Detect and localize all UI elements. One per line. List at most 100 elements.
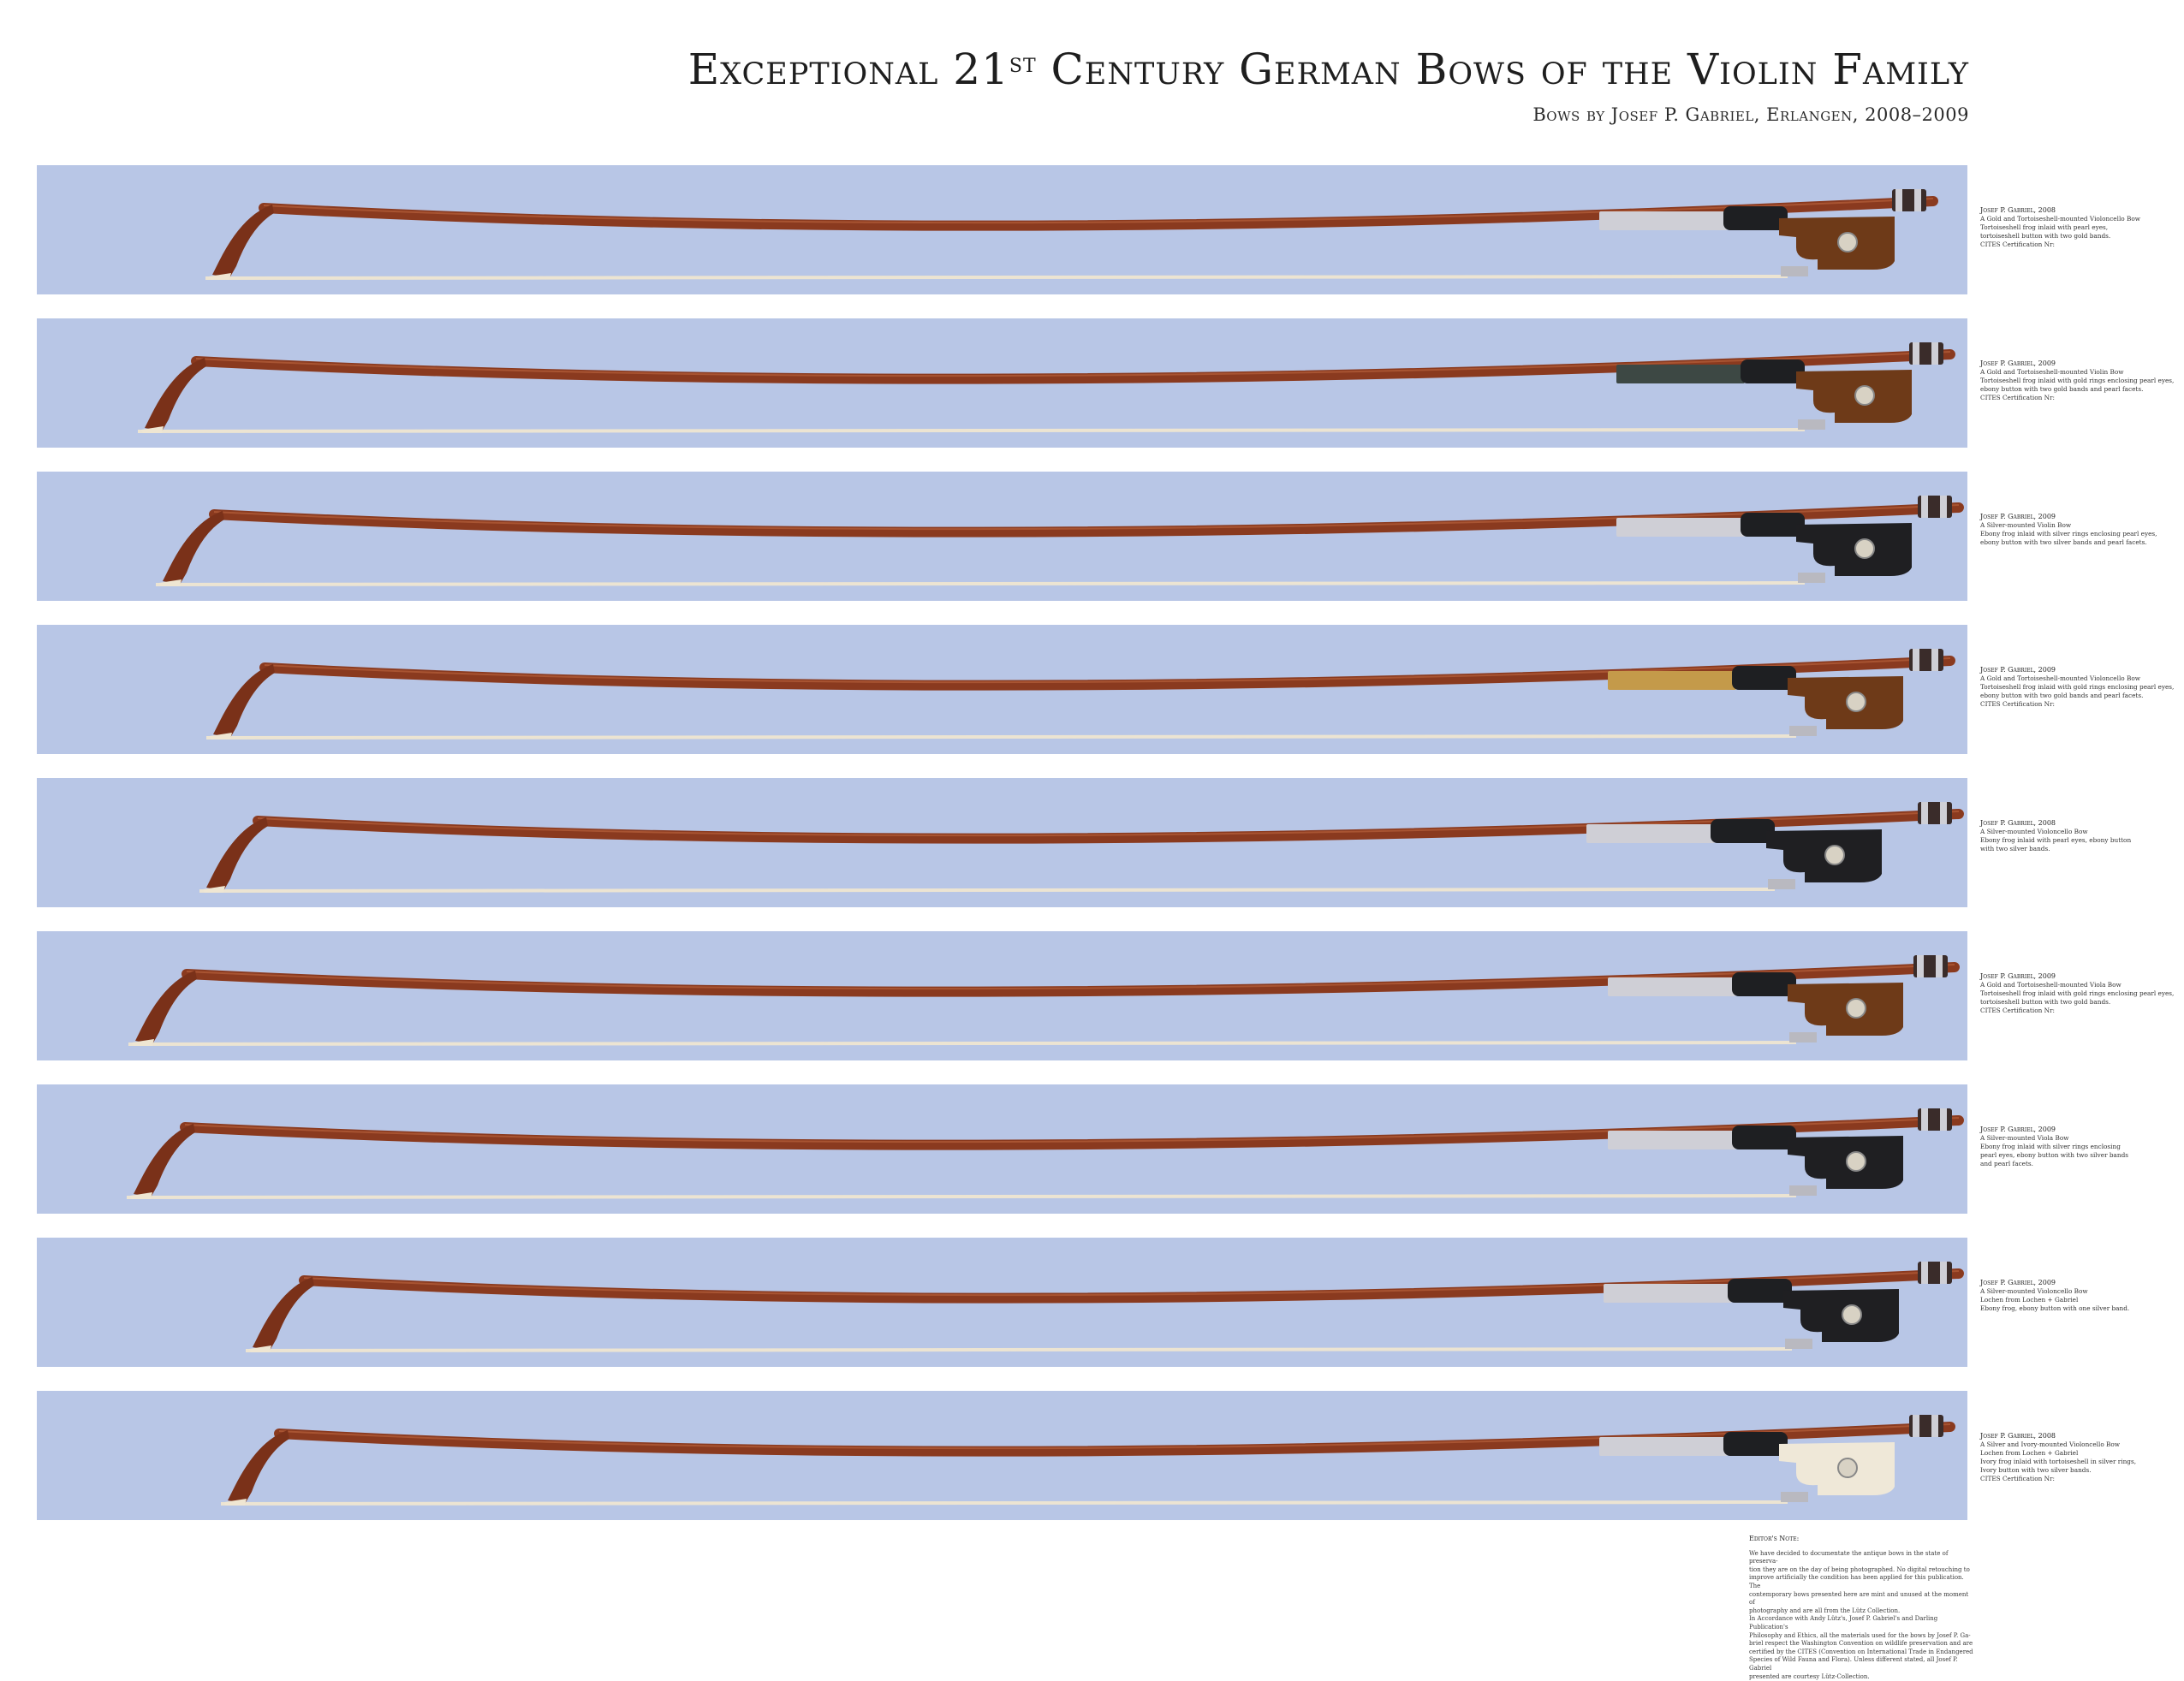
button-band bbox=[1895, 189, 1902, 211]
frog-ferrule bbox=[1789, 1185, 1817, 1196]
bow-winding bbox=[1608, 671, 1736, 690]
bow-maker: Josef P. Gabriel, 2009 bbox=[1980, 1126, 2184, 1134]
bow-grip bbox=[1732, 972, 1796, 996]
editor-note-line: briel respect the Washington Convention … bbox=[1749, 1640, 1976, 1648]
button-band bbox=[1931, 649, 1938, 671]
editor-note-line: contemporary bows presented here are min… bbox=[1749, 1591, 1976, 1607]
bow-hair bbox=[128, 1042, 1796, 1045]
bow-description-line: ebony button with two gold bands and pea… bbox=[1980, 385, 2184, 394]
bow-head bbox=[134, 1124, 195, 1197]
frog-ferrule bbox=[1781, 266, 1808, 276]
bow-maker: Josef P. Gabriel, 2008 bbox=[1980, 1432, 2184, 1440]
bow-description-line: CITES Certification Nr: bbox=[1980, 1475, 2184, 1483]
bow-head bbox=[135, 971, 197, 1044]
bow-maker: Josef P. Gabriel, 2009 bbox=[1980, 359, 2184, 368]
bow-frog bbox=[1796, 523, 1912, 576]
frog-eye-inlay bbox=[1847, 999, 1866, 1018]
bow-description-line: Ebony frog inlaid with pearl eyes, ebony… bbox=[1980, 836, 2184, 845]
frog-ferrule bbox=[1789, 1032, 1817, 1042]
bow-frog bbox=[1779, 217, 1895, 270]
page-title: Exceptional 21st Century German Bows of … bbox=[685, 45, 1969, 94]
bow-band bbox=[37, 931, 1967, 1060]
editor-note: Editor's Note: We have decided to docume… bbox=[1749, 1535, 1976, 1681]
bow-description-line: Ivory frog inlaid with tortoiseshell in … bbox=[1980, 1458, 2184, 1466]
bow-winding bbox=[1604, 1284, 1732, 1303]
bow-photo bbox=[37, 1391, 1967, 1520]
button-band bbox=[1940, 496, 1947, 518]
bow-description-line: Ebony frog inlaid with silver rings encl… bbox=[1980, 1143, 2184, 1151]
bow-description-line: CITES Certification Nr: bbox=[1980, 1007, 2184, 1015]
title-superscript: st bbox=[1009, 46, 1037, 79]
bow-frog bbox=[1779, 1442, 1895, 1495]
bow-photo bbox=[37, 931, 1967, 1060]
bow-band bbox=[37, 1084, 1967, 1214]
button-band bbox=[1914, 189, 1921, 211]
frog-eye-inlay bbox=[1847, 692, 1866, 711]
bow-description-line: CITES Certification Nr: bbox=[1980, 241, 2184, 249]
bow-grip bbox=[1728, 1279, 1792, 1303]
bow-grip bbox=[1732, 666, 1796, 690]
editor-note-line: tion they are on the day of being photog… bbox=[1749, 1566, 1976, 1575]
editor-note-line: photography and are all from the Lütz Co… bbox=[1749, 1607, 1976, 1616]
bow-frog bbox=[1796, 370, 1912, 423]
editor-note-line: Philosophy and Ethics, all the materials… bbox=[1749, 1632, 1976, 1641]
editor-note-heading: Editor's Note: bbox=[1749, 1535, 1976, 1543]
bow-description-line: Ebony frog, ebony button with one silver… bbox=[1980, 1304, 2184, 1313]
bow-head bbox=[213, 664, 275, 738]
frog-ferrule bbox=[1768, 879, 1795, 889]
bow-frog bbox=[1788, 1136, 1903, 1189]
bow-description-line: Tortoiseshell frog inlaid with gold ring… bbox=[1980, 377, 2184, 385]
editor-note-line: presented are courtesy Lütz-Collection. bbox=[1749, 1673, 1976, 1681]
bow-description-line: Tortoiseshell frog inlaid with pearl eye… bbox=[1980, 223, 2184, 232]
bow-frog bbox=[1783, 1289, 1899, 1342]
bow-band bbox=[37, 318, 1967, 448]
frog-eye-inlay bbox=[1838, 1458, 1857, 1477]
bow-description-line: ebony button with two gold bands and pea… bbox=[1980, 692, 2184, 700]
bow-title: A Gold and Tortoiseshell-mounted Violin … bbox=[1980, 368, 2184, 377]
bow-description-line: with two silver bands. bbox=[1980, 845, 2184, 853]
bow-winding bbox=[1616, 518, 1745, 537]
bow-frog bbox=[1788, 676, 1903, 729]
button-band bbox=[1913, 1415, 1919, 1437]
frog-ferrule bbox=[1798, 573, 1825, 583]
page-subtitle: Bows by Josef P. Gabriel, Erlangen, 2008… bbox=[1113, 104, 1969, 125]
bow-hair bbox=[138, 430, 1805, 432]
button-band bbox=[1940, 802, 1947, 824]
bow-hair bbox=[156, 583, 1805, 585]
bow-head bbox=[163, 511, 224, 585]
button-band bbox=[1917, 955, 1924, 977]
bow-title: A Silver-mounted Violoncello Bow bbox=[1980, 1287, 2184, 1296]
bow-photo bbox=[37, 625, 1967, 754]
bow-maker: Josef P. Gabriel, 2009 bbox=[1980, 1279, 2184, 1287]
button-band bbox=[1921, 1108, 1928, 1131]
bow-frog bbox=[1766, 829, 1882, 882]
frog-eye-inlay bbox=[1842, 1305, 1861, 1324]
bow-title: A Gold and Tortoiseshell-mounted Violonc… bbox=[1980, 674, 2184, 683]
bow-maker: Josef P. Gabriel, 2008 bbox=[1980, 819, 2184, 828]
bow-description-line: Ivory button with two silver bands. bbox=[1980, 1466, 2184, 1475]
bow-winding bbox=[1599, 1437, 1728, 1456]
button-band bbox=[1913, 649, 1919, 671]
bow-maker: Josef P. Gabriel, 2008 bbox=[1980, 206, 2184, 215]
bow-band bbox=[37, 165, 1967, 294]
bow-hair bbox=[127, 1196, 1796, 1198]
bow-grip bbox=[1723, 206, 1788, 230]
bow-photo bbox=[37, 318, 1967, 448]
bow-title: A Silver-mounted Viola Bow bbox=[1980, 1134, 2184, 1143]
bow-hair bbox=[206, 736, 1796, 739]
frog-ferrule bbox=[1798, 419, 1825, 430]
editor-note-line: Species of Wild Fauna and Flora). Unless… bbox=[1749, 1656, 1976, 1672]
frog-ferrule bbox=[1781, 1492, 1808, 1502]
button-band bbox=[1913, 342, 1919, 365]
bow-description-line: CITES Certification Nr: bbox=[1980, 394, 2184, 402]
button-band bbox=[1921, 802, 1928, 824]
bow-photo bbox=[37, 778, 1967, 907]
editor-note-body: We have decided to documentate the antiq… bbox=[1749, 1550, 1976, 1681]
editor-note-line: In Accordance with Andy Lütz's, Josef P.… bbox=[1749, 1615, 1976, 1631]
